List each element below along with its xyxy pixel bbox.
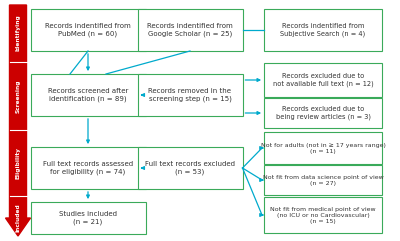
FancyBboxPatch shape xyxy=(264,197,382,233)
Text: Full text records assessed
for eligibility (n = 74): Full text records assessed for eligibili… xyxy=(43,161,133,175)
FancyBboxPatch shape xyxy=(264,9,382,51)
Text: Records indentified from
Subjective Search (n = 4): Records indentified from Subjective Sear… xyxy=(280,23,366,37)
Text: Eligibility: Eligibility xyxy=(16,147,20,179)
Text: Not fit from medical point of view
(no ICU or no Cardiovascular)
(n = 15): Not fit from medical point of view (no I… xyxy=(270,207,376,223)
Text: Included: Included xyxy=(16,204,20,232)
FancyBboxPatch shape xyxy=(138,9,242,51)
Text: Not fit from data science point of view
(n = 27): Not fit from data science point of view … xyxy=(263,174,383,186)
Text: Not for adults (not in ≥ 17 years range)
(n = 11): Not for adults (not in ≥ 17 years range)… xyxy=(260,142,386,154)
FancyArrow shape xyxy=(6,5,30,236)
Text: Screening: Screening xyxy=(16,79,20,113)
FancyBboxPatch shape xyxy=(264,165,382,195)
Text: Studies included
(n = 21): Studies included (n = 21) xyxy=(59,211,117,225)
Text: Records indentified from
PubMed (n = 60): Records indentified from PubMed (n = 60) xyxy=(45,23,131,37)
Text: Records excluded due to
being review articles (n = 3): Records excluded due to being review art… xyxy=(276,106,370,120)
Text: Records excluded due to
not available full text (n = 12): Records excluded due to not available fu… xyxy=(273,73,373,87)
FancyBboxPatch shape xyxy=(138,74,242,116)
Text: Records removed in the
screening step (n = 15): Records removed in the screening step (n… xyxy=(148,88,232,102)
FancyBboxPatch shape xyxy=(30,147,146,189)
Text: Records indentified from
Google Scholar (n = 25): Records indentified from Google Scholar … xyxy=(147,23,233,37)
Text: Identifying: Identifying xyxy=(16,15,20,51)
Text: Records screened after
identification (n = 89): Records screened after identification (n… xyxy=(48,88,128,102)
Text: Full text records excluded
(n = 53): Full text records excluded (n = 53) xyxy=(145,161,235,175)
FancyBboxPatch shape xyxy=(30,74,146,116)
FancyBboxPatch shape xyxy=(264,63,382,97)
FancyBboxPatch shape xyxy=(264,132,382,164)
FancyBboxPatch shape xyxy=(264,98,382,128)
FancyBboxPatch shape xyxy=(138,147,242,189)
FancyBboxPatch shape xyxy=(30,9,146,51)
FancyBboxPatch shape xyxy=(30,202,146,234)
